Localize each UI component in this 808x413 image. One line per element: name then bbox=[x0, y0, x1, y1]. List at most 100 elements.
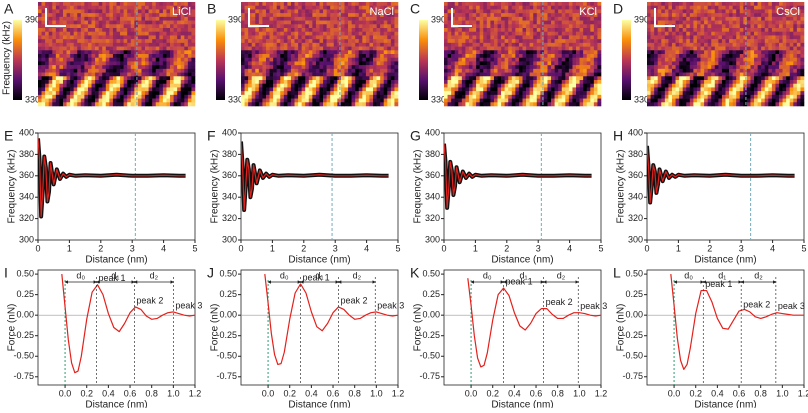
heatmap-cell bbox=[711, 17, 715, 21]
heatmap-cell bbox=[533, 24, 537, 28]
heatmap-cell bbox=[291, 76, 295, 80]
heatmap-cell bbox=[88, 13, 92, 17]
heatmap-cell bbox=[355, 17, 359, 21]
heatmap-cell bbox=[661, 80, 665, 84]
heatmap-cell bbox=[287, 61, 291, 65]
heatmap-cell bbox=[551, 69, 555, 73]
heatmap-cell bbox=[672, 32, 676, 36]
heatmap-cell bbox=[672, 2, 676, 6]
heatmap-cell bbox=[533, 73, 537, 77]
heatmap-cell bbox=[558, 91, 562, 95]
heatmap-cell bbox=[701, 17, 705, 21]
heatmap-cell bbox=[686, 2, 690, 6]
heatmap-cell bbox=[280, 91, 284, 95]
heatmap-cell bbox=[729, 73, 733, 77]
heatmap-cell bbox=[551, 2, 555, 6]
heatmap-cell bbox=[177, 91, 181, 95]
heatmap-cell bbox=[530, 95, 534, 99]
heatmap-cell bbox=[469, 87, 473, 91]
heatmap-cell bbox=[109, 99, 113, 103]
heatmap-cell bbox=[686, 58, 690, 62]
heatmap-cell bbox=[284, 65, 288, 69]
heatmap-cell bbox=[587, 65, 591, 69]
heatmap-cell bbox=[141, 99, 145, 103]
heatmap-cell bbox=[519, 17, 523, 21]
heatmap-cell bbox=[743, 21, 747, 25]
heatmap-cell bbox=[163, 6, 167, 10]
heatmap-cell bbox=[508, 91, 512, 95]
heatmap-cell bbox=[758, 9, 762, 13]
heatmap-cell bbox=[768, 21, 772, 25]
heatmap-cell bbox=[170, 50, 174, 54]
heatmap-cell bbox=[772, 76, 776, 80]
heatmap-cell bbox=[355, 87, 359, 91]
heatmap-cell bbox=[455, 76, 459, 80]
heatmap-cell bbox=[174, 102, 178, 106]
heatmap-cell bbox=[697, 50, 701, 54]
heatmap-cell bbox=[84, 43, 88, 47]
heatmap-cell bbox=[654, 84, 658, 88]
heatmap-cell bbox=[580, 95, 584, 99]
heatmap-cell bbox=[348, 80, 352, 84]
heatmap-cell bbox=[473, 91, 477, 95]
heatmap-cell bbox=[597, 84, 601, 88]
heatmap-cell bbox=[758, 80, 762, 84]
heatmap-cell bbox=[241, 80, 245, 84]
heatmap-cell bbox=[761, 6, 765, 10]
heatmap-cell bbox=[718, 6, 722, 10]
heatmap-cell bbox=[754, 91, 758, 95]
heatmap-cell bbox=[540, 73, 544, 77]
heatmap-cell bbox=[284, 102, 288, 106]
heatmap-cell bbox=[754, 84, 758, 88]
heatmap-cell bbox=[277, 76, 281, 80]
heatmap-cell bbox=[95, 91, 99, 95]
heatmap-cell bbox=[654, 47, 658, 51]
heatmap-cell bbox=[88, 35, 92, 39]
heatmap-cell bbox=[515, 80, 519, 84]
heatmap-cell bbox=[697, 73, 701, 77]
heatmap-cell bbox=[487, 87, 491, 91]
heatmap-cell bbox=[597, 65, 601, 69]
heatmap-cell bbox=[159, 102, 163, 106]
heatmap-cell bbox=[42, 69, 46, 73]
heatmap-cell bbox=[515, 69, 519, 73]
heatmap-cell bbox=[163, 35, 167, 39]
panel: AFrequency (kHz)330390LiCl bbox=[2, 1, 196, 107]
heatmap-cell bbox=[722, 39, 726, 43]
heatmap-cell bbox=[590, 28, 594, 32]
heatmap-cell bbox=[127, 28, 131, 32]
heatmap-cell bbox=[483, 2, 487, 6]
heatmap-cell bbox=[177, 47, 181, 51]
heatmap-cell bbox=[515, 9, 519, 13]
heatmap-cell bbox=[743, 65, 747, 69]
heatmap-cell bbox=[580, 69, 584, 73]
heatmap-cell bbox=[743, 43, 747, 47]
heatmap-cell bbox=[88, 69, 92, 73]
heatmap-cell bbox=[494, 47, 498, 51]
heatmap-cell bbox=[109, 28, 113, 32]
heatmap-cell bbox=[394, 84, 398, 88]
heatmap-cell bbox=[56, 61, 60, 65]
heatmap-cell bbox=[455, 102, 459, 106]
heatmap-cell bbox=[505, 28, 509, 32]
heatmap-cell bbox=[683, 28, 687, 32]
heatmap-cell bbox=[348, 9, 352, 13]
heatmap-cell bbox=[562, 50, 566, 54]
heatmap-cell bbox=[63, 6, 67, 10]
heatmap-cell bbox=[576, 69, 580, 73]
heatmap-cell bbox=[512, 6, 516, 10]
heatmap-cell bbox=[693, 73, 697, 77]
heatmap-cell bbox=[152, 102, 156, 106]
heatmap-cell bbox=[355, 61, 359, 65]
heatmap-cell bbox=[590, 73, 594, 77]
heatmap-cell bbox=[145, 87, 149, 91]
heatmap-cell bbox=[665, 54, 669, 58]
heatmap-cell bbox=[690, 35, 694, 39]
heatmap-cell bbox=[377, 99, 381, 103]
heatmap-cell bbox=[298, 35, 302, 39]
heatmap-cell bbox=[141, 69, 145, 73]
heatmap-cell bbox=[138, 91, 142, 95]
heatmap-cell bbox=[668, 39, 672, 43]
heatmap-cell bbox=[127, 54, 131, 58]
heatmap-cell bbox=[81, 28, 85, 32]
